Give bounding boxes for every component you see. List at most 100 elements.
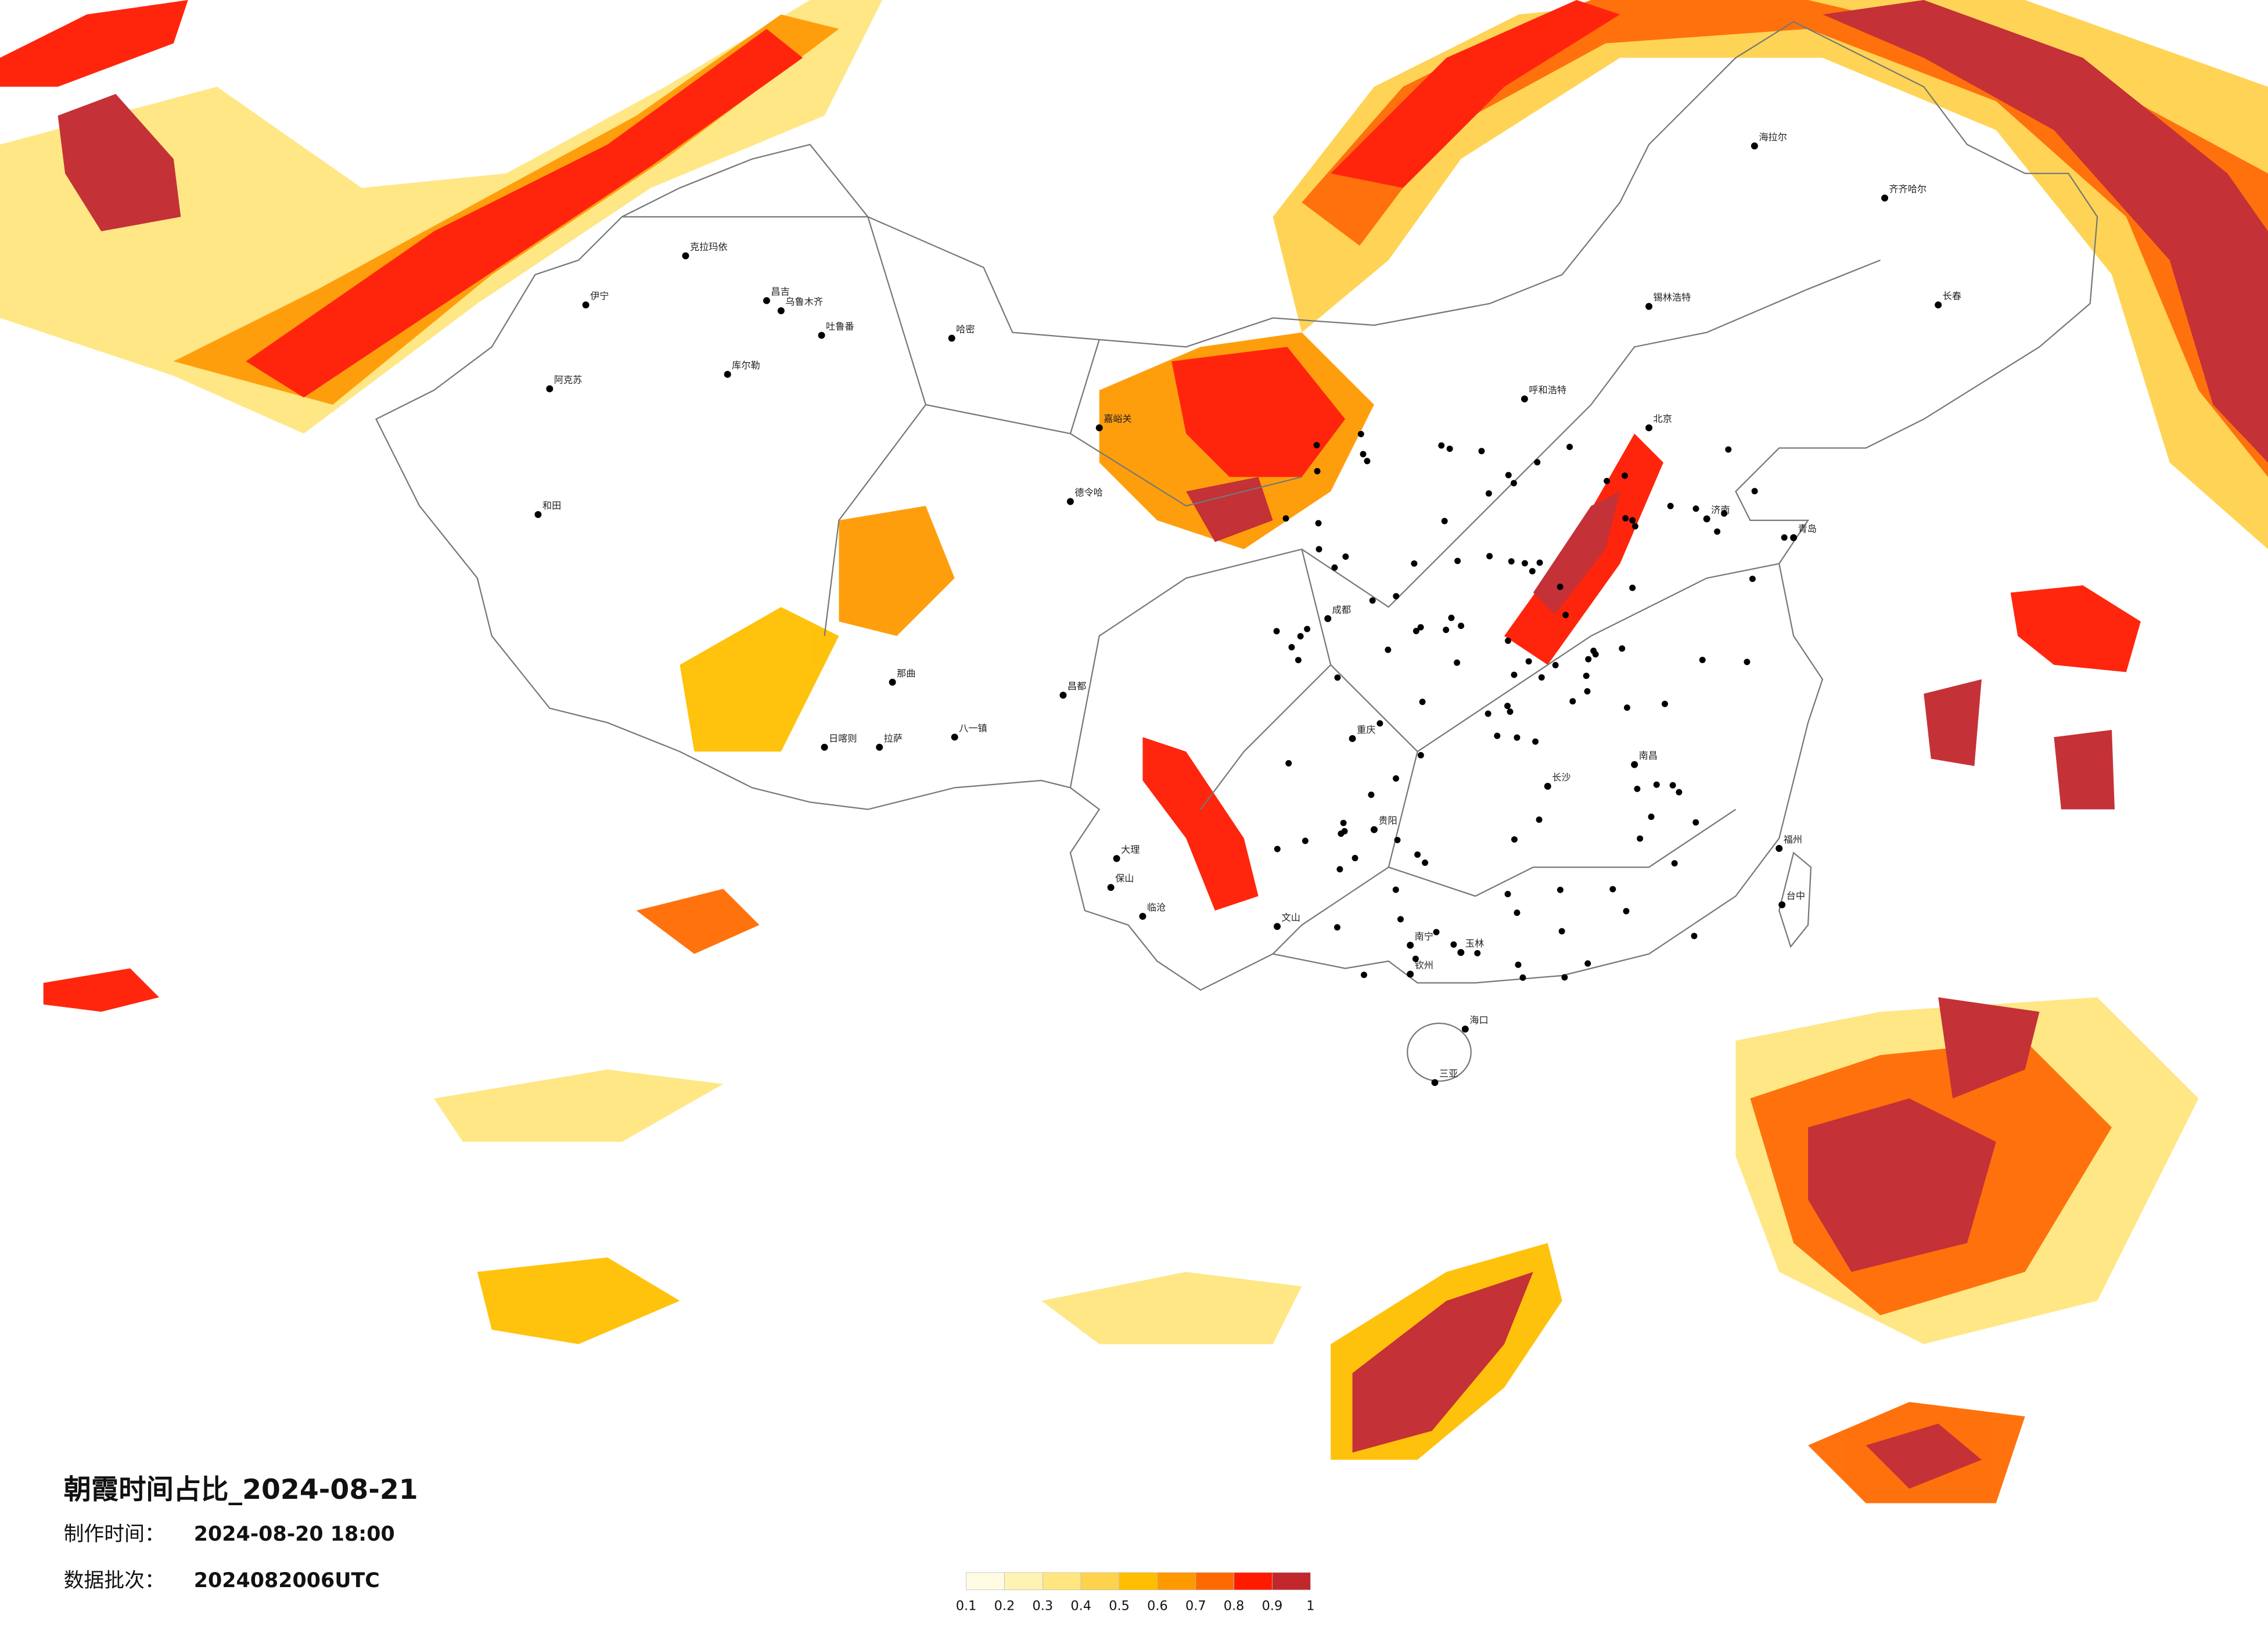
- station-dot: [1504, 891, 1511, 898]
- field-patch: [1041, 1272, 1302, 1344]
- city-label: 保山: [1115, 873, 1134, 884]
- legend-swatch: [966, 1572, 1005, 1591]
- station-dot: [1590, 647, 1597, 654]
- station-dot: [1631, 523, 1638, 530]
- station-dot: [1525, 658, 1532, 665]
- city-label: 文山: [1282, 912, 1300, 923]
- city-dot: [1457, 949, 1465, 956]
- station-dot: [1725, 446, 1732, 453]
- field-patch: [1352, 1272, 1533, 1453]
- city-label: 昌都: [1067, 681, 1086, 692]
- station-dot: [1458, 623, 1465, 629]
- station-dot: [1536, 816, 1543, 823]
- station-dot: [1721, 510, 1728, 517]
- field-patch: [636, 888, 760, 954]
- city-dot: [1107, 884, 1115, 891]
- field-patch: [2054, 729, 2115, 810]
- city-dot: [534, 511, 542, 519]
- station-dot: [1341, 828, 1348, 834]
- city-dot: [1645, 303, 1653, 310]
- station-dot: [1393, 775, 1399, 782]
- station-dot: [1485, 490, 1492, 497]
- city-label: 八一镇: [959, 722, 987, 733]
- station-dot: [1561, 974, 1568, 981]
- station-dot: [1619, 645, 1626, 652]
- field-patch: [1533, 491, 1620, 614]
- station-dot: [1422, 859, 1429, 866]
- legend-tick-label: 0.5: [1109, 1599, 1130, 1614]
- station-dot: [1569, 698, 1576, 705]
- station-dot: [1315, 546, 1322, 553]
- station-dot: [1521, 560, 1528, 567]
- legend-swatch: [1157, 1572, 1196, 1591]
- station-dot: [1474, 949, 1481, 956]
- station-dot: [1692, 505, 1699, 512]
- station-dot: [1648, 813, 1655, 820]
- field-patch: [1822, 0, 2268, 463]
- city-dot: [876, 743, 883, 751]
- field-patch: [1331, 0, 1620, 188]
- city-label: 那曲: [897, 668, 915, 679]
- station-dot: [1536, 559, 1543, 566]
- city-dot: [951, 733, 958, 741]
- city-label: 拉萨: [884, 733, 903, 744]
- city-label: 阿克苏: [554, 375, 583, 386]
- city-label: 玉林: [1465, 938, 1484, 949]
- station-dot: [1634, 785, 1641, 792]
- field-patch: [1186, 477, 1273, 542]
- station-dot: [1412, 955, 1419, 962]
- station-dot: [1285, 760, 1292, 767]
- station-dot: [1485, 710, 1491, 717]
- city-dot: [1095, 424, 1103, 431]
- city-label: 海拉尔: [1759, 131, 1787, 142]
- field-patch: [1924, 679, 1982, 767]
- station-dot: [1511, 671, 1518, 678]
- station-dot: [1514, 734, 1521, 741]
- city-label: 北京: [1654, 413, 1672, 425]
- city-label: 青岛: [1798, 523, 1817, 534]
- city-dot: [1645, 424, 1653, 431]
- station-dot: [1314, 467, 1321, 474]
- station-dot: [1585, 656, 1592, 663]
- legend-tick-label: 0.4: [1070, 1599, 1091, 1614]
- city-label: 哈密: [956, 323, 975, 334]
- city-dot: [1349, 735, 1356, 742]
- station-dot: [1369, 597, 1376, 604]
- station-dot: [1653, 781, 1660, 788]
- field-patch: [680, 607, 839, 752]
- station-dot: [1558, 928, 1565, 935]
- station-dot: [1361, 972, 1367, 979]
- city-dot: [1407, 941, 1414, 949]
- city-dot: [1544, 782, 1551, 790]
- station-dot: [1609, 886, 1616, 893]
- station-dot: [1637, 835, 1644, 842]
- city-dot: [1751, 142, 1758, 150]
- station-dot: [1340, 819, 1347, 826]
- station-dot: [1412, 628, 1419, 635]
- station-dot: [1448, 614, 1455, 621]
- city-label: 伊宁: [590, 290, 609, 301]
- sunrise-glow-field: [0, 0, 2268, 1503]
- make-time: 2024-08-20 18:00: [194, 1523, 395, 1546]
- city-dot: [763, 297, 770, 304]
- city-label: 成都: [1332, 604, 1351, 615]
- city-dot: [1324, 615, 1332, 623]
- legend-tick-label: 0.6: [1147, 1599, 1168, 1614]
- station-dot: [1511, 836, 1518, 843]
- field-patch: [839, 506, 955, 636]
- city-label: 克拉玛依: [690, 242, 728, 253]
- station-dot: [1352, 855, 1358, 862]
- station-dot: [1441, 517, 1448, 524]
- station-dot: [1538, 674, 1545, 681]
- station-dot: [1433, 929, 1440, 936]
- station-dot: [1622, 472, 1628, 479]
- city-dot: [821, 743, 828, 751]
- legend-swatch: [1234, 1572, 1273, 1591]
- station-dot: [1494, 732, 1501, 739]
- station-dot: [1282, 515, 1289, 522]
- station-dot: [1419, 699, 1426, 706]
- field-patch: [43, 968, 159, 1012]
- city-dot: [948, 334, 955, 342]
